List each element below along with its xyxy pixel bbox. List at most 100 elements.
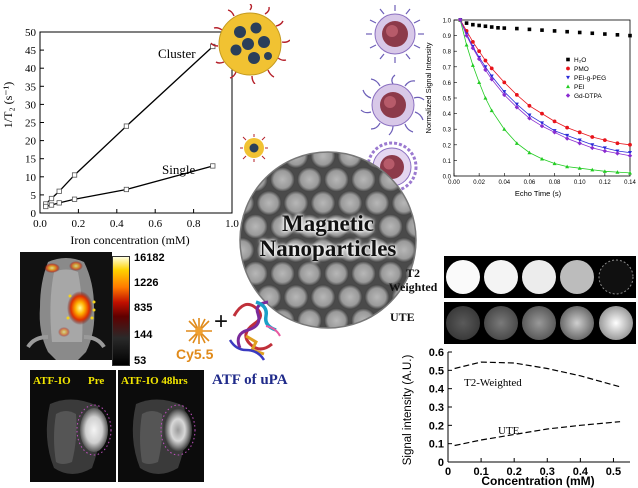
signal-data-point [476,56,482,62]
signal-data-point [489,77,494,82]
conc-series-line [454,361,621,388]
signal-data-point [628,142,632,147]
tem-nanoparticle [283,284,309,310]
signal-y-tick-label: 0.8 [443,50,452,56]
functionalized-particle-pei [360,74,425,136]
conc-x-tick-label: 0.1 [473,466,488,478]
relaxivity-y-tick-label: 20 [25,136,37,148]
tem-nanoparticle [364,190,390,216]
signal-y-tick-label: 0.2 [443,143,452,149]
colorbar-tick: 835 [134,302,153,314]
signal-x-tick-label: 0.10 [574,180,586,186]
signal-data-point [628,151,632,155]
signal-data-point [590,143,595,147]
tem-nanoparticle [311,332,336,333]
signal-data-point [483,67,488,73]
signal-data-point [602,138,607,143]
signal-data-point [527,27,532,32]
signal-y-tick-label: 0.5 [443,97,452,103]
relaxivity-x-tick-label: 1.0 [225,218,239,230]
signal-data-point [540,156,544,161]
ute-row-label: UTE [390,310,415,324]
signal-data-point [615,141,620,146]
tem-nanoparticle [337,284,363,310]
signal-data-point [552,119,557,124]
relaxivity-x-tick-label: 0.4 [110,218,124,230]
signal-plot-frame [453,19,631,177]
signal-legend-entry: PEI-g-PEG [574,75,606,82]
tem-nanoparticle [337,237,363,263]
tem-nanoparticle [337,190,363,216]
signal-data-point [552,130,557,135]
signal-legend-marker [566,84,570,89]
signal-x-tick-label: 0.12 [599,180,611,186]
mri-pre-label-a: ATF-IO [33,375,71,387]
signal-data-point [514,102,519,107]
tem-nanoparticle [391,152,416,169]
signal-y-tick-label: 1.0 [443,19,452,25]
signal-legend-entry: PEI [574,84,585,91]
conc-y-tick-label: 0.6 [429,347,444,359]
signal-y-tick-label: 0.1 [443,159,452,165]
signal-data-point [464,42,469,47]
signal-x-tick-label: 0.08 [549,180,561,186]
conc-x-tick-label: 0.4 [573,466,589,478]
tem-nanoparticle [310,237,336,263]
signal-data-point [477,23,481,28]
tem-nanoparticle [310,284,336,310]
signal-legend-marker [565,93,571,98]
signal-data-point [540,121,544,125]
phantom-images [444,256,636,344]
mri-48hrs-image: ATF-IO 48hrs [118,370,204,482]
signal-data-point [628,170,632,175]
cluster-label: Cluster [158,46,196,61]
tem-nanoparticle [256,190,282,216]
signal-x-tick-label: 0.06 [524,180,536,186]
signal-data-point [627,153,633,158]
colorbar-tick: 1226 [134,277,159,289]
signal-data-point [483,65,488,69]
signal-data-point [515,26,519,31]
colorbar-tick: 144 [134,329,153,341]
signal-x-tick-label: 0.14 [624,180,636,186]
tem-nanoparticle [240,261,241,286]
signal-data-point [590,31,595,36]
tem-nanoparticle [405,214,416,239]
mouse-fluorescence-image [20,252,112,360]
relaxivity-y-tick-label: 50 [25,27,37,39]
signal-data-point [527,113,532,118]
signal-data-point [471,22,475,27]
tem-nanoparticle [283,237,309,263]
signal-legend-entry: PMO [574,66,589,73]
signal-data-point [615,33,620,37]
relaxivity-data-point [56,200,62,206]
conc-x-label: Concentration (mM) [481,474,594,488]
signal-decay-chart: 0.0 0.1 0.2 0.3 0.4 0.5 0.6 0.7 0.8 0.9 1.0 0.00 0.0… [424,17,636,198]
signal-data-point [514,141,519,145]
signal-data-point [527,116,532,121]
signal-data-point [502,90,507,94]
signal-legend-marker [566,57,570,62]
tem-nanoparticle [324,167,349,192]
mri-pre-label-b: Pre [88,375,104,387]
relaxivity-y-tick-label: 25 [25,118,37,130]
conc-y-tick-label: 0 [438,457,444,469]
conc-y-tick-label: 0.5 [429,365,444,377]
signal-data-point [483,24,488,29]
tem-nanoparticle [351,167,376,192]
conc-y-tick-label: 0.4 [429,384,445,396]
relaxivity-data-point [56,188,62,194]
signal-legend: H₂O PMO PEI-g-PEG PEI Gd-DTPA [574,57,606,100]
relaxivity-chart: 0 5 10 15 20 25 30 35 40 45 50 0.0 0.2 0.4 0.6 0.8 1.0 1… [1,27,239,247]
signal-data-point [502,80,507,85]
relaxivity-x-label: Iron concentration (mM) [70,233,189,247]
signal-data-point [483,58,488,63]
signal-data-point [603,32,607,36]
atf-label: ATF of uPA [212,372,288,388]
signal-x-label: Echo Time (s) [515,189,562,198]
signal-data-point [565,29,569,34]
signal-data-point [565,133,570,138]
signal-data-point [496,26,500,30]
relaxivity-data-point [71,196,78,202]
tem-nanoparticle [240,152,255,169]
